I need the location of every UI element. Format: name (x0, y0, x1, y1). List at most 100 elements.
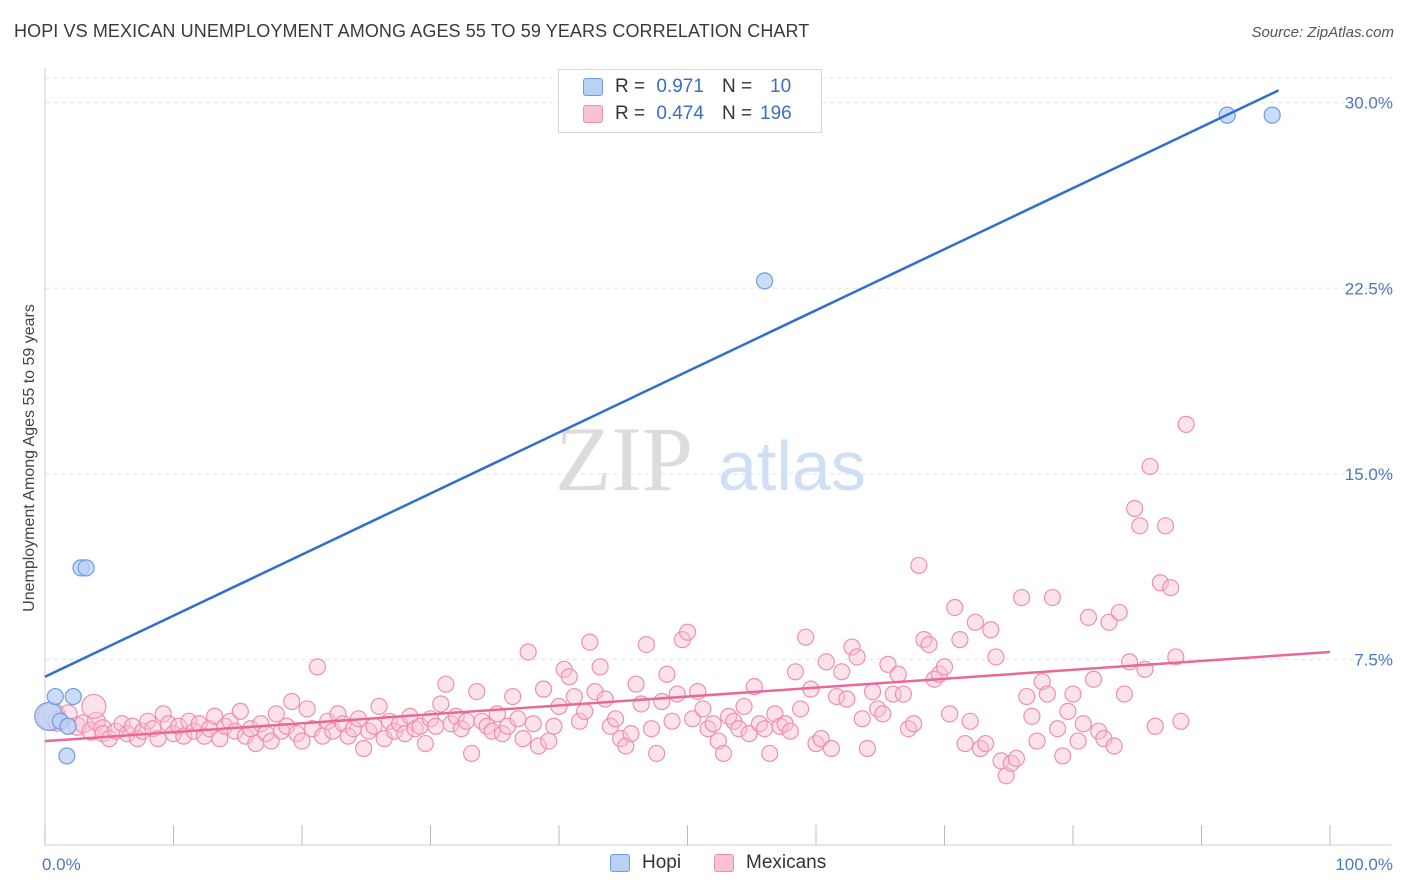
mexicans-point (432, 695, 450, 713)
legend-swatch-hopi (583, 78, 603, 96)
mexicans-point (791, 700, 810, 718)
mexicans-point (658, 665, 676, 683)
mexicans-point (822, 739, 841, 758)
mexicans-point (170, 717, 188, 735)
mexicans-point (231, 702, 249, 720)
mexicans-point (1038, 685, 1056, 703)
legend-swatch-mexicans (583, 105, 603, 123)
mexicans-point (678, 623, 697, 641)
mexicans-point (977, 734, 995, 753)
bottom-legend: Hopi Mexicans (0, 852, 1406, 878)
legend-n-label: N = (721, 103, 753, 124)
mexicans-point (627, 675, 645, 693)
mexicans-point (735, 697, 753, 716)
mexicans-point (843, 638, 861, 656)
mexicans-point (869, 700, 887, 718)
mexicans-point (591, 658, 609, 676)
mexicans-point (879, 655, 897, 673)
mexicans-point (1023, 707, 1041, 725)
mexicans-point (1100, 613, 1118, 631)
mexicans-point (1105, 737, 1123, 755)
mexicans-point (529, 737, 548, 755)
mexicans-point (1064, 685, 1082, 703)
mexicans-point (1162, 579, 1180, 597)
mexicans-point (1002, 754, 1020, 772)
mexicans-point (560, 668, 578, 686)
hopi-point (58, 747, 76, 765)
mexicans-point (427, 717, 445, 735)
mexicans-point (946, 598, 964, 617)
mexicans-point (637, 635, 655, 654)
mexicans-point (663, 712, 681, 730)
mexicans-point (720, 707, 738, 725)
mexicans-point (956, 734, 974, 753)
mexicans-point (1110, 603, 1128, 622)
mexicans-point (581, 633, 599, 651)
mexicans-point (355, 739, 373, 758)
mexicans-point (889, 665, 907, 683)
mexicans-point (714, 744, 733, 763)
legend-r-label: R = (615, 76, 646, 97)
bottom-legend-mexicans: Mexicans (714, 852, 826, 874)
tick-labels: 7.5% 15.0% 22.5% 30.0% 0.0% 100.0% (42, 94, 1393, 874)
mexicans-point (935, 658, 954, 676)
x-tick-label-max: 100.0% (1335, 855, 1393, 874)
hopi-point (64, 687, 82, 706)
legend-n-label: N = (721, 76, 753, 97)
hopi-point (1263, 106, 1281, 124)
mexicans-point (899, 720, 918, 738)
mexicans-point (642, 720, 661, 738)
mexicans-point (699, 720, 717, 738)
mexicans-point (180, 712, 198, 730)
mexicans-point (565, 687, 584, 706)
bottom-legend-swatch-hopi (610, 854, 630, 872)
mexicans-point (360, 722, 378, 740)
mexicans-point (81, 693, 107, 720)
mexicans-point (807, 734, 825, 753)
mexicans-point (853, 710, 871, 728)
mexicans-point (1043, 588, 1062, 607)
mexicans-point (570, 712, 589, 730)
mexicans-point (113, 715, 131, 733)
mexicans-point (1126, 499, 1144, 518)
mexicans-point (534, 680, 553, 698)
y-tick-label: 7.5% (1354, 650, 1393, 669)
mexicans-point (797, 628, 815, 646)
mexicans-point (416, 734, 434, 753)
hopi-point (46, 687, 64, 706)
mexicans-point (457, 712, 476, 730)
mexicans-point (817, 653, 835, 671)
mexicans-point (596, 690, 614, 708)
mexicans-point (648, 744, 666, 763)
bottom-legend-hopi: Hopi (610, 852, 681, 874)
mexicans-point (1028, 732, 1046, 750)
mexicans-point (781, 722, 799, 740)
hopi-trend-line (44, 89, 1280, 678)
mexicans-point (308, 658, 327, 676)
mexicans-point (622, 725, 640, 743)
watermark-zip: ZIP (555, 408, 693, 510)
mexicans-point (941, 705, 959, 723)
mexicans-point (1059, 702, 1077, 720)
y-tick-label: 15.0% (1345, 465, 1393, 484)
bottom-legend-label-mexicans: Mexicans (746, 852, 827, 873)
mexicans-point (396, 725, 414, 743)
mexicans-point (483, 722, 501, 740)
gridlines (45, 77, 1392, 660)
mexicans-point (1115, 685, 1134, 703)
mexicans-point (694, 700, 712, 718)
mexicans-point (216, 717, 234, 735)
mexicans-point (812, 730, 830, 748)
mexicans-point (545, 717, 563, 735)
mexicans-point (1012, 588, 1031, 607)
mexicans-point (524, 715, 542, 733)
mexicans-point (1172, 712, 1190, 730)
mexicans-point (1177, 415, 1195, 433)
mexicans-point (519, 643, 537, 661)
mexicans-point (606, 710, 625, 728)
mexicans-point (473, 712, 491, 730)
mexicans-point (293, 732, 311, 750)
mexicans-point (966, 613, 984, 631)
mexicans-point (982, 621, 1000, 639)
mexicans-point (1069, 732, 1087, 750)
